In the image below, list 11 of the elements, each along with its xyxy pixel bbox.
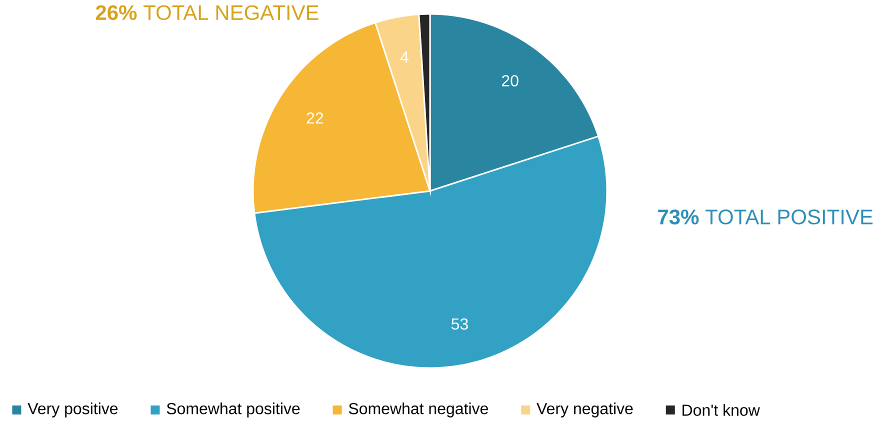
data-label: 4 (400, 52, 408, 63)
legend-label: Very positive (28, 402, 118, 418)
legend-label: Somewhat positive (166, 402, 300, 418)
legend-label: Somewhat negative (348, 402, 488, 418)
data-label: 22 (306, 112, 324, 124)
legend-label: Don't know (682, 404, 760, 416)
data-label: 53 (451, 318, 468, 330)
text: 26% TOTAL NEGATIVE (96, 5, 318, 20)
data-label: 20 (502, 75, 518, 86)
legend-label: Very negative (536, 402, 633, 418)
text: 73% TOTAL POSITIVE (658, 210, 873, 224)
